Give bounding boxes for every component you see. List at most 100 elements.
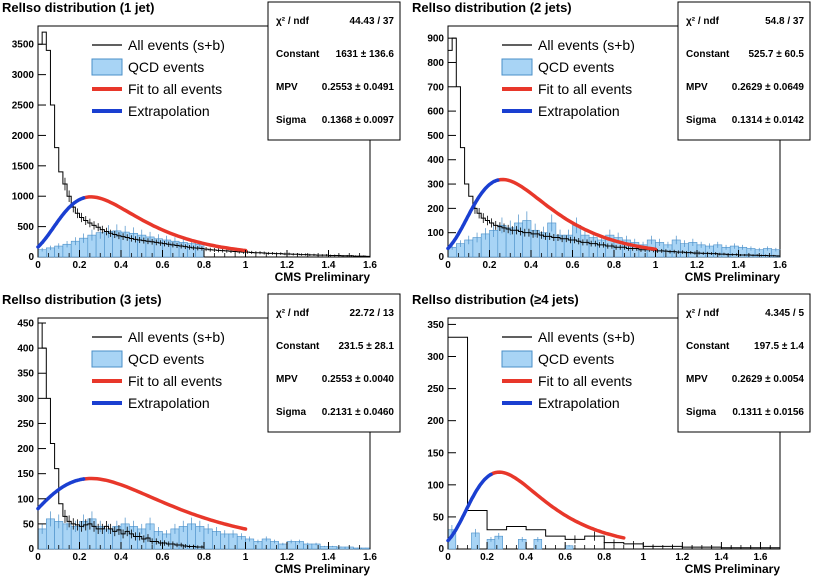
extrapolation-curve: [446, 178, 500, 251]
extrapolation-curve: [446, 472, 493, 543]
legend-label-qcd: QCD events: [538, 59, 614, 75]
x-tick-label: 0.2: [73, 260, 87, 271]
stats-value-mpv: 0.2553 ± 0.0491: [322, 82, 395, 93]
legend-label-qcd: QCD events: [128, 59, 204, 75]
x-tick-label: 1.2: [280, 552, 294, 563]
y-tick-label: 400: [17, 344, 34, 355]
stats-label-sigma: Sigma: [276, 407, 306, 418]
all-events-error-bars: [64, 177, 369, 257]
fit-curve: [81, 195, 248, 253]
extrapolation-curve: [36, 196, 86, 249]
legend-label-extrapolation: Extrapolation: [128, 395, 210, 411]
stats-label-constant: Constant: [686, 49, 730, 60]
stats-frame: [267, 1, 401, 141]
legend: All events (s+b) QCD events Fit to all eve…: [91, 329, 225, 411]
legend-label-extrapolation: Extrapolation: [128, 103, 210, 119]
chart-3-jets: RelIso distribution (3 jets) 0 0.2 0.4 0.6 0.…: [2, 292, 401, 576]
x-axis: 0 0.2 0.4 0.6 0.8 1 1.2 1.4 1.6: [445, 542, 771, 563]
stats-label-sigma: Sigma: [686, 407, 716, 418]
legend-swatch-qcd: [91, 58, 123, 76]
y-tick-label: 350: [17, 369, 34, 380]
legend-label-qcd: QCD events: [128, 351, 204, 367]
x-tick-label: 0.6: [558, 552, 572, 563]
fit-curve: [81, 476, 248, 531]
stats-label-chi2: χ² / ndf: [686, 308, 720, 319]
y-tick-label: 2500: [12, 101, 35, 112]
x-axis-label: CMS Preliminary: [685, 562, 781, 576]
x-axis: 0 0.2 0.4 0.6 0.8 1 1.2 1.4 1.6: [35, 250, 377, 271]
stats-value-constant: 1631 ± 136.6: [336, 49, 395, 60]
legend-label-fit: Fit to all events: [128, 81, 222, 97]
x-tick-label: 1.4: [714, 552, 728, 563]
y-tick-label: 50: [433, 512, 445, 523]
x-tick-label: 1: [243, 552, 249, 563]
x-tick-label: 0.2: [73, 552, 87, 563]
panel-1-jet: RelIso distribution (1 jet) 0 0.2 0.4 0.6 0.8…: [0, 0, 410, 290]
legend-label-fit: Fit to all events: [538, 81, 632, 97]
chart-title: RelIso distribution (2 jets): [412, 0, 572, 15]
chart-2-jets: RelIso distribution (2 jets) 0 0.2 0.4 0.6 0.…: [412, 0, 811, 284]
stats-value-mpv: 0.2629 ± 0.0054: [732, 374, 805, 385]
stats-value-chi2: 4.345 / 5: [765, 308, 804, 319]
y-tick-label: 500: [17, 222, 34, 233]
legend-label-all-events: All events (s+b): [538, 37, 635, 53]
legend-swatch-qcd: [501, 350, 533, 368]
legend-label-all-events: All events (s+b): [128, 37, 225, 53]
y-tick-label: 350: [427, 320, 444, 331]
y-tick-label: 300: [17, 394, 34, 405]
legend-label-all-events: All events (s+b): [538, 329, 635, 345]
y-tick-label: 700: [427, 82, 444, 93]
x-tick-label: 0.2: [480, 552, 494, 563]
stats-label-mpv: MPV: [686, 82, 708, 93]
chart-1-jet: RelIso distribution (1 jet) 0 0.2 0.4 0.6 0.8…: [2, 0, 401, 284]
panel-4-jets: RelIso distribution (≥4 jets) 0 0.2 0.4 0.6 0…: [410, 292, 820, 582]
stats-label-mpv: MPV: [276, 374, 298, 385]
legend-swatch-qcd: [501, 58, 533, 76]
x-tick-label: 0.8: [197, 552, 211, 563]
x-tick-label: 0: [445, 552, 451, 563]
y-tick-label: 100: [427, 480, 444, 491]
qcd-histogram: [447, 524, 574, 550]
x-tick-label: 1: [243, 260, 249, 271]
x-tick-label: 1.6: [363, 552, 377, 563]
stats-value-mpv: 0.2553 ± 0.0040: [322, 374, 395, 385]
extrapolation-curve: [36, 477, 86, 511]
y-tick-label: 3000: [12, 70, 35, 81]
panel-2-jets: RelIso distribution (2 jets) 0 0.2 0.4 0.6 0.…: [410, 0, 820, 290]
stats-frame: [677, 1, 811, 141]
stats-label-constant: Constant: [276, 341, 320, 352]
stats-label-chi2: χ² / ndf: [276, 16, 310, 27]
stats-value-constant: 525.7 ± 60.5: [748, 49, 804, 60]
x-tick-label: 1.4: [732, 260, 746, 271]
stats-box: χ² / ndf 4.345 / 5 Constant 197.5 ± 1.4 MPV 0…: [677, 293, 811, 433]
stats-label-mpv: MPV: [276, 82, 298, 93]
x-axis: 0 0.2 0.4 0.6 0.8 1 1.2 1.4 1.6: [35, 542, 377, 563]
qcd-histogram: [37, 224, 205, 258]
y-tick-label: 0: [438, 544, 444, 555]
y-tick-label: 250: [427, 384, 444, 395]
y-tick-label: 200: [17, 444, 34, 455]
y-tick-label: 0: [28, 252, 34, 263]
y-tick-label: 150: [17, 469, 34, 480]
chart-4-jets: RelIso distribution (≥4 jets)0 0.2 0.4 0.6 0…: [412, 292, 811, 576]
x-tick-label: 0: [35, 552, 41, 563]
stats-label-sigma: Sigma: [276, 115, 306, 126]
y-tick-label: 800: [427, 58, 444, 69]
x-tick-label: 1.6: [754, 552, 768, 563]
stats-value-sigma: 0.1314 ± 0.0142: [732, 115, 805, 126]
legend-label-extrapolation: Extrapolation: [538, 395, 620, 411]
y-tick-label: 300: [427, 180, 444, 191]
panel-3-jets: RelIso distribution (3 jets) 0 0.2 0.4 0.6 0.…: [0, 292, 410, 582]
y-axis: 0 50 100 150 200 250 300 350 400 450: [17, 319, 46, 555]
stats-value-mpv: 0.2629 ± 0.0649: [732, 82, 805, 93]
legend-label-extrapolation: Extrapolation: [538, 103, 620, 119]
chart-title: RelIso distribution (≥4 jets): [412, 292, 579, 307]
y-tick-label: 600: [427, 107, 444, 118]
legend-label-fit: Fit to all events: [538, 373, 632, 389]
x-tick-label: 1: [653, 260, 659, 271]
x-tick-label: 0.8: [607, 260, 621, 271]
y-tick-label: 300: [427, 352, 444, 363]
stats-value-sigma: 0.1311 ± 0.0156: [732, 407, 804, 418]
x-tick-label: 1.2: [675, 552, 689, 563]
x-axis-label: CMS Preliminary: [275, 562, 371, 576]
